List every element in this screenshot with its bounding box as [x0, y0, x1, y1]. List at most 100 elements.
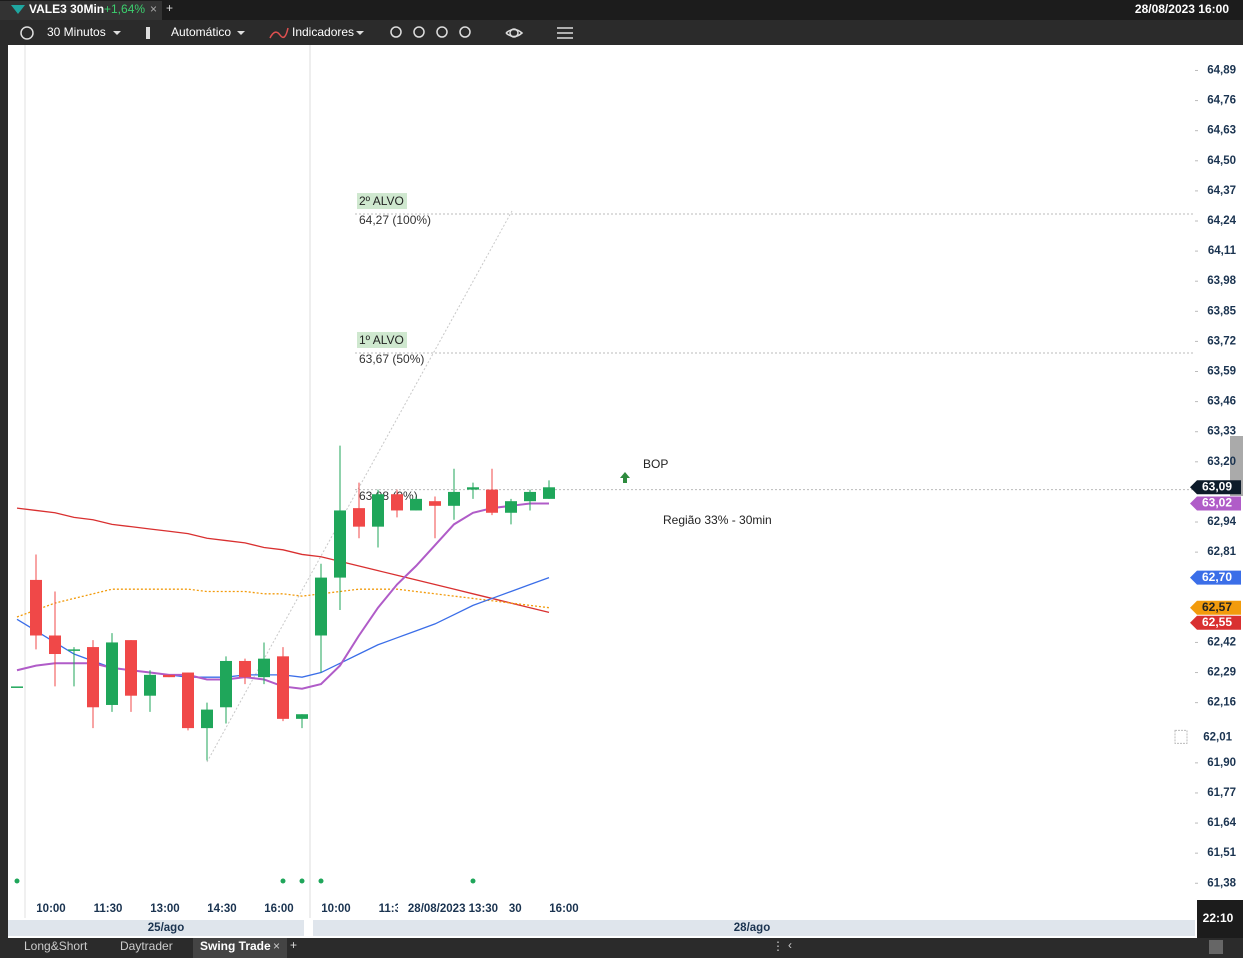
y-tick-label: 64,37	[1207, 185, 1236, 197]
y-tick-label: 61,38	[1207, 877, 1236, 889]
left-edge	[0, 45, 8, 938]
dropdown[interactable]	[237, 31, 245, 35]
y-tick-label: 61,90	[1207, 757, 1236, 769]
target-text: 64,27 (100%)	[359, 213, 431, 227]
target-text: 63,67 (50%)	[359, 352, 424, 366]
candle-body	[315, 577, 327, 636]
scroll-left[interactable]: ‹	[788, 938, 792, 952]
close-tab[interactable]: ×	[150, 2, 157, 16]
indicators[interactable]: Indicadores	[292, 25, 354, 39]
logo	[11, 5, 25, 14]
datetime: 28/08/2023 16:00	[1135, 2, 1229, 16]
day-label: 28/ago	[734, 922, 770, 934]
clock-icon[interactable]	[20, 26, 34, 40]
toolbar	[0, 20, 1243, 45]
tab[interactable]: Daytrader	[120, 939, 173, 953]
candle-body	[30, 579, 42, 636]
add-tab[interactable]: +	[290, 938, 297, 952]
candle-body	[125, 640, 137, 696]
interval[interactable]: 30 Minutos	[47, 25, 106, 39]
y-tick-label: 62,94	[1207, 516, 1236, 528]
candle-body	[467, 487, 479, 490]
clock: 22:10	[1203, 911, 1234, 925]
scroll-button[interactable]	[1209, 940, 1223, 954]
tab[interactable]: Long&Short	[24, 939, 88, 953]
y-tick-label: 61,51	[1207, 847, 1236, 859]
price-tag	[1190, 600, 1241, 615]
candle-body	[258, 658, 270, 678]
price-tag-label: 62,57	[1202, 600, 1232, 614]
candle-body	[543, 487, 555, 499]
y-tick-label: 63,20	[1207, 456, 1236, 468]
candle-body	[201, 709, 213, 729]
day-label: 25/ago	[148, 922, 184, 934]
zoom-tools[interactable]	[390, 26, 573, 39]
dropdown[interactable]	[113, 31, 121, 35]
dropdown[interactable]	[356, 31, 364, 35]
y-tick-label: 62,16	[1207, 697, 1236, 709]
cursor-price: 62,01	[1203, 731, 1232, 743]
y-tick-label: 64,63	[1207, 125, 1236, 137]
price-tag-label: 63,02	[1202, 496, 1232, 510]
y-tick-label: 62,42	[1207, 636, 1236, 648]
price-tag-label: 62,55	[1202, 615, 1232, 629]
tab-bar	[0, 938, 1243, 958]
candle-body	[486, 489, 498, 513]
candle-body	[87, 647, 99, 708]
add-tab[interactable]: +	[166, 1, 173, 15]
crosshair-box	[398, 900, 508, 918]
candle-body	[391, 494, 403, 511]
candle-body	[277, 656, 289, 719]
y-tick-label: 63,72	[1207, 335, 1236, 347]
plot-area[interactable]	[8, 45, 1195, 918]
candle-body	[68, 649, 80, 651]
moving-average	[16, 507, 550, 613]
target-badge	[357, 331, 407, 348]
candle-body	[106, 642, 118, 705]
price-tag	[1190, 480, 1241, 495]
candle-body	[296, 714, 308, 719]
target-text: 63,08 (0%)	[359, 489, 418, 503]
indicator-icon[interactable]	[269, 27, 289, 39]
price-tag	[1190, 496, 1241, 511]
candle-body	[239, 660, 251, 678]
y-tick-label: 64,89	[1207, 65, 1236, 77]
target-badge	[357, 193, 407, 210]
candle-body	[144, 674, 156, 696]
y-tick-label: 64,76	[1207, 95, 1236, 107]
y-tick-label: 63,59	[1207, 366, 1236, 378]
x-tick-label: 11:30	[94, 903, 123, 915]
tab[interactable]: Swing Trade	[200, 939, 271, 953]
chart-layer: 2º ALVO 64,27 (100%) 1º ALVO 63,67 (50%) 63,…	[11, 193, 1195, 761]
cursor-box	[1174, 729, 1188, 744]
y-tick-label: 64,24	[1207, 215, 1236, 227]
candle-body	[524, 491, 536, 502]
active-tab[interactable]	[193, 938, 287, 958]
menu[interactable]: ⋮	[772, 939, 784, 953]
price-tag	[1190, 615, 1241, 630]
target-label: 1º ALVO	[359, 333, 404, 347]
y-tick-label: 63,46	[1207, 396, 1236, 408]
clock-box	[1197, 900, 1243, 938]
scale-icon[interactable]	[146, 27, 150, 39]
title-bar	[0, 0, 1243, 20]
moving-average	[16, 588, 550, 618]
day-bar	[313, 920, 1195, 936]
projection-line	[206, 210, 513, 763]
symbol-tab[interactable]	[0, 1, 162, 20]
crosshair-label: 28/08/2023 13:30	[408, 903, 498, 915]
price-tag	[1190, 570, 1241, 585]
scale[interactable]: Automático	[171, 25, 231, 39]
day-bar	[8, 920, 304, 936]
bop-arrow	[620, 472, 630, 483]
price-tag-label: 62,70	[1202, 570, 1232, 584]
candle-body	[220, 660, 232, 708]
candle-body	[505, 501, 517, 513]
candle-body	[429, 501, 441, 506]
candle-body	[163, 674, 175, 678]
x-tick-label: 14:30	[207, 903, 236, 915]
change: +1,64%	[104, 2, 145, 16]
candle-body	[182, 672, 194, 729]
close-tab[interactable]: ×	[273, 939, 280, 953]
